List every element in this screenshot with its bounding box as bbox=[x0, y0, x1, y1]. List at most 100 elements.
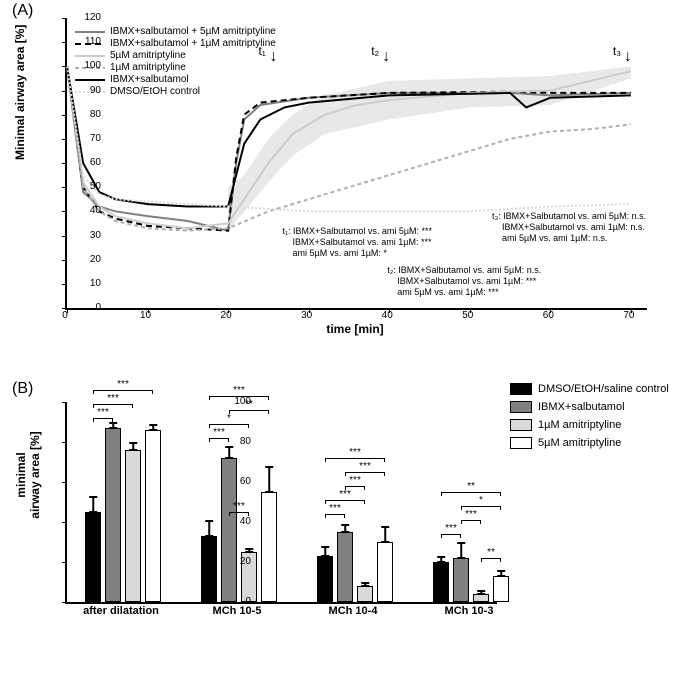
bar bbox=[125, 450, 141, 602]
panel-b-ylabel: minimalairway area [%] bbox=[14, 415, 42, 535]
bar bbox=[317, 556, 333, 602]
legend-row: DMSO/EtOH/saline control bbox=[510, 380, 669, 398]
yb-tick: 40 bbox=[223, 516, 251, 527]
group-label: MCh 10-5 bbox=[189, 605, 285, 617]
panel-b-plot: ****************************************… bbox=[65, 402, 497, 604]
bar bbox=[261, 492, 277, 602]
sig-text: *** bbox=[325, 447, 385, 458]
sig-line bbox=[209, 424, 249, 425]
sig-line bbox=[93, 404, 133, 405]
sig-text: *** bbox=[209, 385, 269, 396]
panel-b-legend: DMSO/EtOH/saline controlIBMX+salbutamol1… bbox=[510, 380, 669, 452]
sig-line bbox=[325, 514, 345, 515]
legend-swatch bbox=[510, 401, 532, 413]
legend-swatch bbox=[510, 383, 532, 395]
legend-row: 1µM amitriptyline bbox=[510, 416, 669, 434]
sig-text: *** bbox=[93, 407, 113, 418]
group-label: after dilatation bbox=[73, 605, 169, 617]
bar bbox=[453, 558, 469, 602]
error-bar bbox=[208, 520, 210, 536]
y-tick: 120 bbox=[71, 12, 101, 23]
error-bar bbox=[268, 466, 270, 492]
x-tick: 30 bbox=[297, 310, 317, 321]
panel-b-label: (B) bbox=[12, 380, 33, 398]
sig-text: ** bbox=[481, 547, 501, 558]
error-bar bbox=[364, 582, 366, 586]
y-tick: 10 bbox=[71, 278, 101, 289]
stat-annotation: t₃: IBMX+Salbutamol vs. ami 5µM: n.s. IB… bbox=[492, 211, 646, 244]
sig-text: *** bbox=[461, 509, 481, 520]
x-tick: 10 bbox=[136, 310, 156, 321]
legend-label: 1µM amitriptyline bbox=[538, 416, 621, 434]
error-bar bbox=[152, 424, 154, 430]
y-tick: 90 bbox=[71, 85, 101, 96]
yb-tick: 60 bbox=[223, 476, 251, 487]
legend-swatch bbox=[510, 437, 532, 449]
legend-label: IBMX+salbutamol bbox=[110, 74, 189, 86]
group-label: MCh 10-3 bbox=[421, 605, 517, 617]
y-tick: 40 bbox=[71, 205, 101, 216]
sig-line bbox=[441, 534, 461, 535]
y-tick: 70 bbox=[71, 133, 101, 144]
legend-row: IBMX+salbutamol bbox=[75, 74, 276, 86]
error-bar bbox=[500, 570, 502, 576]
x-tick: 50 bbox=[458, 310, 478, 321]
yb-tick: 80 bbox=[223, 436, 251, 447]
sig-line bbox=[481, 558, 501, 559]
bar bbox=[377, 542, 393, 602]
sig-text: * bbox=[461, 495, 501, 506]
bar bbox=[357, 586, 373, 602]
error-bar bbox=[112, 422, 114, 428]
legend-label: IBMX+salbutamol bbox=[538, 398, 625, 416]
bar bbox=[493, 576, 509, 602]
sig-line bbox=[345, 486, 365, 487]
x-tick: 60 bbox=[538, 310, 558, 321]
legend-row: IBMX+salbutamol + 5µM amitriptyline bbox=[75, 26, 276, 38]
y-tick: 60 bbox=[71, 157, 101, 168]
legend-label: DMSO/EtOH control bbox=[110, 86, 200, 98]
legend-label: IBMX+salbutamol + 5µM amitriptyline bbox=[110, 26, 276, 38]
legend-swatch bbox=[75, 75, 105, 85]
time-label: t₃ bbox=[613, 44, 621, 58]
bar bbox=[105, 428, 121, 602]
y-tick: 100 bbox=[71, 60, 101, 71]
legend-row: IBMX+salbutamol + 1µM amitriptyline bbox=[75, 38, 276, 50]
x-tick: 0 bbox=[55, 310, 75, 321]
sig-line bbox=[461, 520, 481, 521]
yb-tick: 100 bbox=[223, 396, 251, 407]
legend-row: IBMX+salbutamol bbox=[510, 398, 669, 416]
legend-label: 5µM amitriptyline bbox=[538, 434, 621, 452]
error-bar bbox=[248, 548, 250, 552]
error-bar bbox=[480, 590, 482, 594]
time-label: t₁ bbox=[258, 44, 265, 58]
sig-text: * bbox=[209, 413, 249, 424]
stat-annotation: t₂: IBMX+Salbutamol vs. ami 5µM: n.s. IB… bbox=[387, 265, 541, 298]
y-tick: 30 bbox=[71, 230, 101, 241]
error-bar bbox=[460, 542, 462, 558]
y-tick: 20 bbox=[71, 254, 101, 265]
sig-text: *** bbox=[229, 501, 249, 512]
legend-row: DMSO/EtOH control bbox=[75, 86, 276, 98]
bar bbox=[337, 532, 353, 602]
error-bar bbox=[440, 556, 442, 562]
stat-annotation: t₁: IBMX+Salbutamol vs. ami 5µM: *** IBM… bbox=[283, 226, 433, 259]
bar bbox=[473, 594, 489, 602]
legend-label: 5µM amitriptyline bbox=[110, 50, 186, 62]
legend-label: 1µM amitriptyline bbox=[110, 62, 186, 74]
error-bar bbox=[228, 446, 230, 458]
error-bar bbox=[132, 442, 134, 450]
y-tick: 110 bbox=[71, 36, 101, 47]
x-tick: 20 bbox=[216, 310, 236, 321]
sig-line bbox=[441, 492, 501, 493]
sig-line bbox=[93, 418, 113, 419]
sig-text: ** bbox=[441, 481, 501, 492]
sig-line bbox=[325, 500, 365, 501]
legend-swatch bbox=[510, 419, 532, 431]
sig-text: *** bbox=[93, 379, 153, 390]
sig-line bbox=[461, 506, 501, 507]
error-bar bbox=[92, 496, 94, 512]
y-tick: 50 bbox=[71, 181, 101, 192]
error-bar bbox=[324, 546, 326, 556]
y-tick: 80 bbox=[71, 109, 101, 120]
sig-text: *** bbox=[325, 503, 345, 514]
